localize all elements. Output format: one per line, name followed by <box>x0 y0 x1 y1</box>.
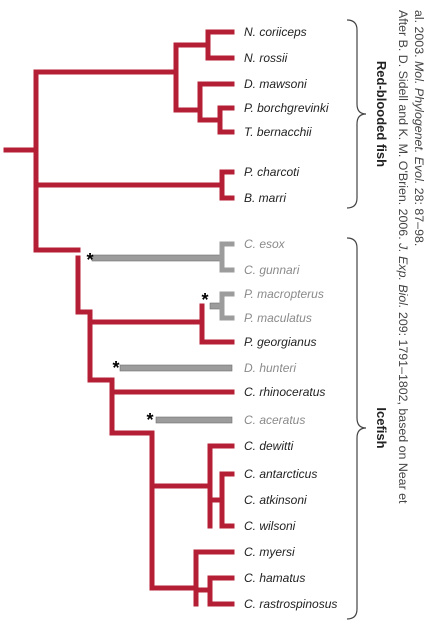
taxon-label-n-coriiceps: N. coriiceps <box>244 25 307 39</box>
branch-d-hunteri <box>119 364 233 372</box>
taxon-label-p-georgianus: P. georgianus <box>244 335 317 349</box>
taxon-label-c-myersi: C. myersi <box>244 545 295 559</box>
taxon-label-n-rossii: N. rossii <box>244 51 288 65</box>
taxon-label-c-wilsoni: C. wilsoni <box>244 519 296 533</box>
taxon-label-c-gunnari: C. gunnari <box>244 263 300 277</box>
taxon-label-c-atkinsoni: C. atkinsoni <box>244 493 307 507</box>
loss-markers: * * * * <box>86 250 208 430</box>
taxon-label-c-hamatus: C. hamatus <box>244 571 305 585</box>
taxon-label-c-rhinoceratus: C. rhinoceratus <box>244 385 325 399</box>
tree-branches <box>3 29 235 607</box>
loss-asterisk-3: * <box>112 358 119 378</box>
taxon-label-b-marri: B. marri <box>244 191 286 205</box>
taxon-label-c-dewitti: C. dewitti <box>244 439 294 453</box>
taxon-label-p-borchgrevinki: P. borchgrevinki <box>244 101 329 115</box>
taxon-label-c-aceratus: C. aceratus <box>244 413 305 427</box>
red-blooded-bracket <box>346 19 367 209</box>
taxon-label-d-hunteri: D. hunteri <box>244 361 296 375</box>
branch-champsocephalus-group <box>91 254 223 262</box>
taxon-label-c-esox: C. esox <box>244 237 286 251</box>
loss-asterisk-2: * <box>201 290 208 310</box>
taxon-label-d-mawsoni: D. mawsoni <box>244 77 307 91</box>
icefish-group-label: Icefish <box>374 407 389 448</box>
icefish-bracket <box>346 237 367 620</box>
taxon-label-c-antarcticus: C. antarcticus <box>244 467 317 481</box>
citation-line-2: al. 2003. Mol. Phylogenet. Evol. 28: 87–… <box>412 10 426 246</box>
taxon-label-c-rastrospinosus: C. rastrospinosus <box>244 597 337 611</box>
citation-line-1: After B. D. Sidell and K. M. O'Brien. 20… <box>396 10 410 504</box>
taxon-labels: N. coriiceps N. rossii D. mawsoni P. borchg… <box>244 25 337 611</box>
loss-asterisk-4: * <box>146 410 153 430</box>
taxon-label-t-bernacchii: T. bernacchii <box>244 125 312 139</box>
taxon-label-p-maculatus: P. maculatus <box>244 311 312 325</box>
taxon-label-p-macropterus: P. macropterus <box>244 287 324 301</box>
red-blooded-group-label: Red-blooded fish <box>374 61 389 167</box>
taxon-label-p-charcoti: P. charcoti <box>244 165 299 179</box>
branch-c-aceratus <box>155 416 233 424</box>
loss-asterisk-1: * <box>86 250 93 270</box>
